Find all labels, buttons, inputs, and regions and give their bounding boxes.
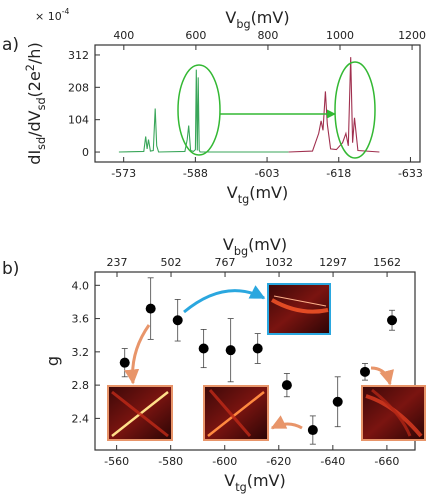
data-point [119,357,130,368]
arrow [124,324,151,385]
y-axis-label-part: 2 [24,64,37,71]
data-point [225,345,236,356]
x2-axis-label-part: V [223,235,234,254]
data-point [252,343,263,354]
x2-tick-label: 1000 [326,29,354,42]
x-tick-label: -588 [183,167,208,180]
data-point [387,315,398,326]
x2-tick-label: 1032 [265,256,293,269]
highlight-ellipse [334,61,376,159]
x-tick-label: -580 [158,455,183,468]
data-line [288,57,380,153]
arrow [370,366,394,386]
y-axis-label-part: sd [35,97,48,110]
x2-tick-label: 600 [185,29,206,42]
y-tick-label: 2.4 [72,412,90,425]
x2-axis-label: Vbg(mV) [223,235,287,258]
x-tick-label: -640 [320,455,345,468]
y-axis-label-part: /dV [25,110,44,137]
x2-tick-label: 237 [107,256,128,269]
inset-image [361,385,426,441]
x2-tick-label: 502 [161,256,182,269]
x-axis-label-part: (mV) [247,471,286,490]
data-point [332,396,343,407]
data-point [198,343,209,354]
x2-axis-label-part: bg [236,18,250,31]
data-point [172,315,183,326]
x-tick-label: -603 [255,167,280,180]
x-tick-label: -618 [326,167,351,180]
x-axis-label-part: (mV) [249,183,288,202]
annotations [107,61,426,441]
y-tick-label: 312 [68,49,89,62]
inset-image [107,385,173,441]
y-axis-label: g [43,356,62,366]
panel-label: a) [2,35,19,55]
plot-frame [94,44,421,163]
inset-image [267,283,331,335]
y-axis-label-part: sd [35,137,48,150]
x-axis-label: Vtg(mV) [227,183,288,206]
axis-multiplier: × 10-4 [35,7,69,23]
x-axis-label: Vtg(mV) [224,471,285,494]
data-line [118,69,289,153]
x-tick-label: -633 [398,167,423,180]
data-point [307,425,318,436]
plot-frame [94,271,416,451]
x2-axis-label-part: bg [234,245,248,258]
y-tick-label: 4.0 [72,279,90,292]
y-tick-label: 2.8 [72,379,90,392]
x-tick-label: -660 [374,455,399,468]
x-axis-label-part: tg [235,481,247,494]
x-axis-label-part: tg [238,193,250,206]
data-point [360,366,370,377]
y-tick-label: 208 [68,81,89,94]
y-axis-label-part: g [43,356,62,366]
x2-tick-label: 400 [113,29,134,42]
panel-label: b) [2,259,19,279]
x2-axis-label-part: (mV) [251,8,290,27]
x2-tick-label: 1297 [319,256,347,269]
x-tick-label: -600 [212,455,237,468]
arrow [270,415,303,430]
x2-tick-label: 800 [257,29,278,42]
y-axis-label: dIsd/dVsd(2e2/h) [24,42,48,164]
y-axis-label-part: dI [25,150,44,165]
x-axis-label-part: V [227,183,238,202]
x2-tick-label: 1562 [373,256,401,269]
y-tick-label: 0 [82,146,89,159]
y-axis-label-part: (2e [25,71,44,97]
x-tick-label: -620 [266,455,291,468]
axis-multiplier-part: × 10 [35,10,62,23]
x2-tick-label: 767 [215,256,236,269]
axis-multiplier-part: -4 [62,7,70,16]
x2-axis-label-part: (mV) [248,235,287,254]
arrow [183,285,266,314]
x-axis-label-part: V [224,471,235,490]
y-axis-label-part: /h) [25,42,44,64]
x-tick-label: -573 [111,167,136,180]
x-tick-label: -560 [104,455,129,468]
inset-image [203,385,269,441]
x2-axis-label: Vbg(mV) [225,8,289,31]
y-tick-label: 104 [68,114,89,127]
data-point [145,303,156,314]
y-tick-label: 3.2 [72,346,90,359]
x2-tick-label: 1200 [398,29,426,42]
data-point [281,380,292,391]
highlight-ellipse [177,64,221,156]
y-tick-label: 3.6 [72,313,90,326]
x2-axis-label-part: V [225,8,236,27]
